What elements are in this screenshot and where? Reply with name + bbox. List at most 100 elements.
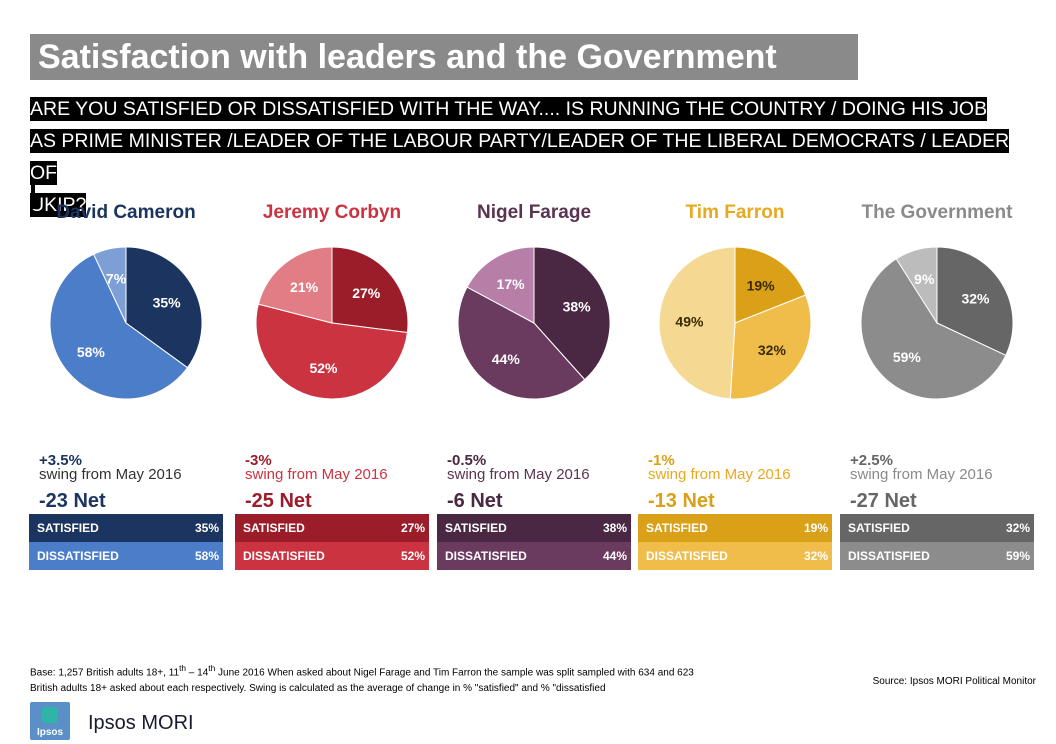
base-dash: – 14 xyxy=(186,667,209,679)
base-note: Base: 1,257 British adults 18+, 11 th – 1… xyxy=(30,660,850,697)
pie-label-dont-know: 49% xyxy=(675,314,704,330)
pie-label-dont-know: 9% xyxy=(914,271,935,287)
pie-chart: 32% 59% 9% xyxy=(860,246,1014,400)
pie-label-satisfied: 32% xyxy=(961,291,990,307)
pie-chart: 27% 52% 21% xyxy=(255,246,409,400)
base-sup-2: th xyxy=(208,663,216,673)
swing-value: +3.5% xyxy=(39,452,82,469)
net-score: -6 Net xyxy=(447,490,503,512)
pie-label-satisfied: 19% xyxy=(747,277,776,293)
dissatisfied-row: DISSATISFIED 58% xyxy=(29,542,223,570)
pie-slice-dont-know xyxy=(257,246,333,324)
text-cursor xyxy=(31,183,35,209)
satisfied-value: 19% xyxy=(803,521,828,535)
pie-slice-dissatisfied xyxy=(457,286,586,400)
net-score: -13 Net xyxy=(648,490,715,512)
pie-slice-satisfied xyxy=(734,246,807,324)
satisfied-value: 27% xyxy=(400,521,425,535)
dissatisfied-row: DISSATISFIED 32% xyxy=(638,542,832,570)
pie-slice-satisfied xyxy=(533,246,611,381)
pie-label-dont-know: 17% xyxy=(497,276,526,292)
pie-slice-dont-know xyxy=(466,246,535,324)
pie-slice-dont-know xyxy=(895,246,938,325)
pie-slice-satisfied xyxy=(125,246,203,369)
pie-chart: 19% 32% 49% xyxy=(658,246,812,400)
satisfied-label: SATISFIED xyxy=(445,521,507,535)
question-line-1: ARE YOU SATISFIED OR DISSATISFIED WITH T… xyxy=(30,97,988,121)
dissatisfied-label: DISSATISFIED xyxy=(37,549,119,563)
satisfied-label: SATISFIED xyxy=(848,521,910,535)
base-text-2: British adults 18+ asked about each resp… xyxy=(30,683,606,695)
swing-value: -0.5% xyxy=(447,452,487,469)
swing-value: -3% xyxy=(245,452,272,469)
net-score: -25 Net xyxy=(245,490,312,512)
pie-label-dissatisfied: 52% xyxy=(309,360,338,376)
pie-label-dissatisfied: 59% xyxy=(893,349,922,365)
chart-panel: Jeremy Corbyn 27% 52% 21% -3% swing from May … xyxy=(235,198,429,578)
question-line-2: AS PRIME MINISTER /LEADER OF THE LABOUR … xyxy=(30,129,1010,185)
pie-slice-dissatisfied xyxy=(729,294,812,400)
swing-label: swing from May 2016 xyxy=(850,466,993,483)
question-line-3: UKIP? xyxy=(30,193,87,217)
ipsos-logo: Ipsos xyxy=(30,702,70,740)
pie-slice-dont-know xyxy=(658,246,736,400)
swing-label: swing from May 2016 xyxy=(648,466,791,483)
survey-question: ARE YOU SATISFIED OR DISSATISFIED WITH T… xyxy=(30,93,1030,221)
satisfied-row: SATISFIED 35% xyxy=(29,514,223,542)
base-text-b: June 2016 When asked about Nigel Farage … xyxy=(215,667,694,679)
pie-label-dissatisfied: 58% xyxy=(77,344,106,360)
dissatisfied-label: DISSATISFIED xyxy=(848,549,930,563)
satisfied-value: 32% xyxy=(1005,521,1030,535)
satisfied-row: SATISFIED 19% xyxy=(638,514,832,542)
pie-label-satisfied: 27% xyxy=(352,285,381,301)
chart-panel: Tim Farron 19% 32% 49% -1% swing from May 201… xyxy=(638,198,832,578)
satisfied-label: SATISFIED xyxy=(243,521,305,535)
dissatisfied-row: DISSATISFIED 52% xyxy=(235,542,429,570)
dissatisfied-row: DISSATISFIED 59% xyxy=(840,542,1034,570)
dissatisfied-row: DISSATISFIED 44% xyxy=(437,542,631,570)
satisfied-row: SATISFIED 38% xyxy=(437,514,631,542)
dissatisfied-label: DISSATISFIED xyxy=(243,549,325,563)
base-text-a: Base: 1,257 British adults 18+, 11 xyxy=(30,667,180,679)
chart-title: David Cameron xyxy=(56,202,196,223)
satisfied-row: SATISFIED 27% xyxy=(235,514,429,542)
pie-label-satisfied: 38% xyxy=(563,299,592,315)
pie-slice-dont-know xyxy=(92,246,127,324)
chart-title: Jeremy Corbyn xyxy=(262,202,402,223)
dissatisfied-value: 58% xyxy=(194,549,219,563)
dissatisfied-label: DISSATISFIED xyxy=(646,549,728,563)
chart-title: Tim Farron xyxy=(685,202,785,223)
pie-slice-dissatisfied xyxy=(49,253,189,400)
dissatisfied-value: 52% xyxy=(400,549,425,563)
satisfied-label: SATISFIED xyxy=(37,521,99,535)
chart-panel: David Cameron 35% 58% 7% +3.5% swing from May… xyxy=(29,198,223,578)
net-score: -23 Net xyxy=(39,490,106,512)
pie-chart: 38% 44% 17% xyxy=(457,246,611,400)
swing-value: -1% xyxy=(648,452,675,469)
brand-name: Ipsos MORI xyxy=(88,712,194,734)
satisfied-value: 38% xyxy=(602,521,627,535)
pie-label-satisfied: 35% xyxy=(153,294,182,310)
logo-mark-icon xyxy=(42,707,58,723)
chart-panel: Nigel Farage 38% 44% 17% -0.5% swing from May… xyxy=(437,198,631,578)
satisfied-row: SATISFIED 32% xyxy=(840,514,1034,542)
pie-label-dont-know: 7% xyxy=(106,270,127,286)
swing-value: +2.5% xyxy=(850,452,893,469)
chart-title: Nigel Farage xyxy=(476,202,592,223)
source-note: Source: Ipsos MORI Political Monitor xyxy=(872,676,1036,687)
swing-label: swing from May 2016 xyxy=(447,466,590,483)
pie-slice-dissatisfied xyxy=(860,258,1007,400)
dissatisfied-label: DISSATISFIED xyxy=(445,549,527,563)
dissatisfied-value: 44% xyxy=(602,549,627,563)
chart-title: The Government xyxy=(861,202,1013,223)
satisfied-value: 35% xyxy=(194,521,219,535)
pie-slice-dissatisfied xyxy=(255,303,408,400)
pie-slice-satisfied xyxy=(936,246,1014,357)
satisfied-label: SATISFIED xyxy=(646,521,708,535)
swing-label: swing from May 2016 xyxy=(39,466,182,483)
page-title: Satisfaction with leaders and the Govern… xyxy=(30,34,858,80)
pie-label-dissatisfied: 32% xyxy=(758,342,787,358)
swing-label: swing from May 2016 xyxy=(245,466,388,483)
pie-label-dissatisfied: 44% xyxy=(492,351,521,367)
pie-slice-satisfied xyxy=(331,246,409,334)
